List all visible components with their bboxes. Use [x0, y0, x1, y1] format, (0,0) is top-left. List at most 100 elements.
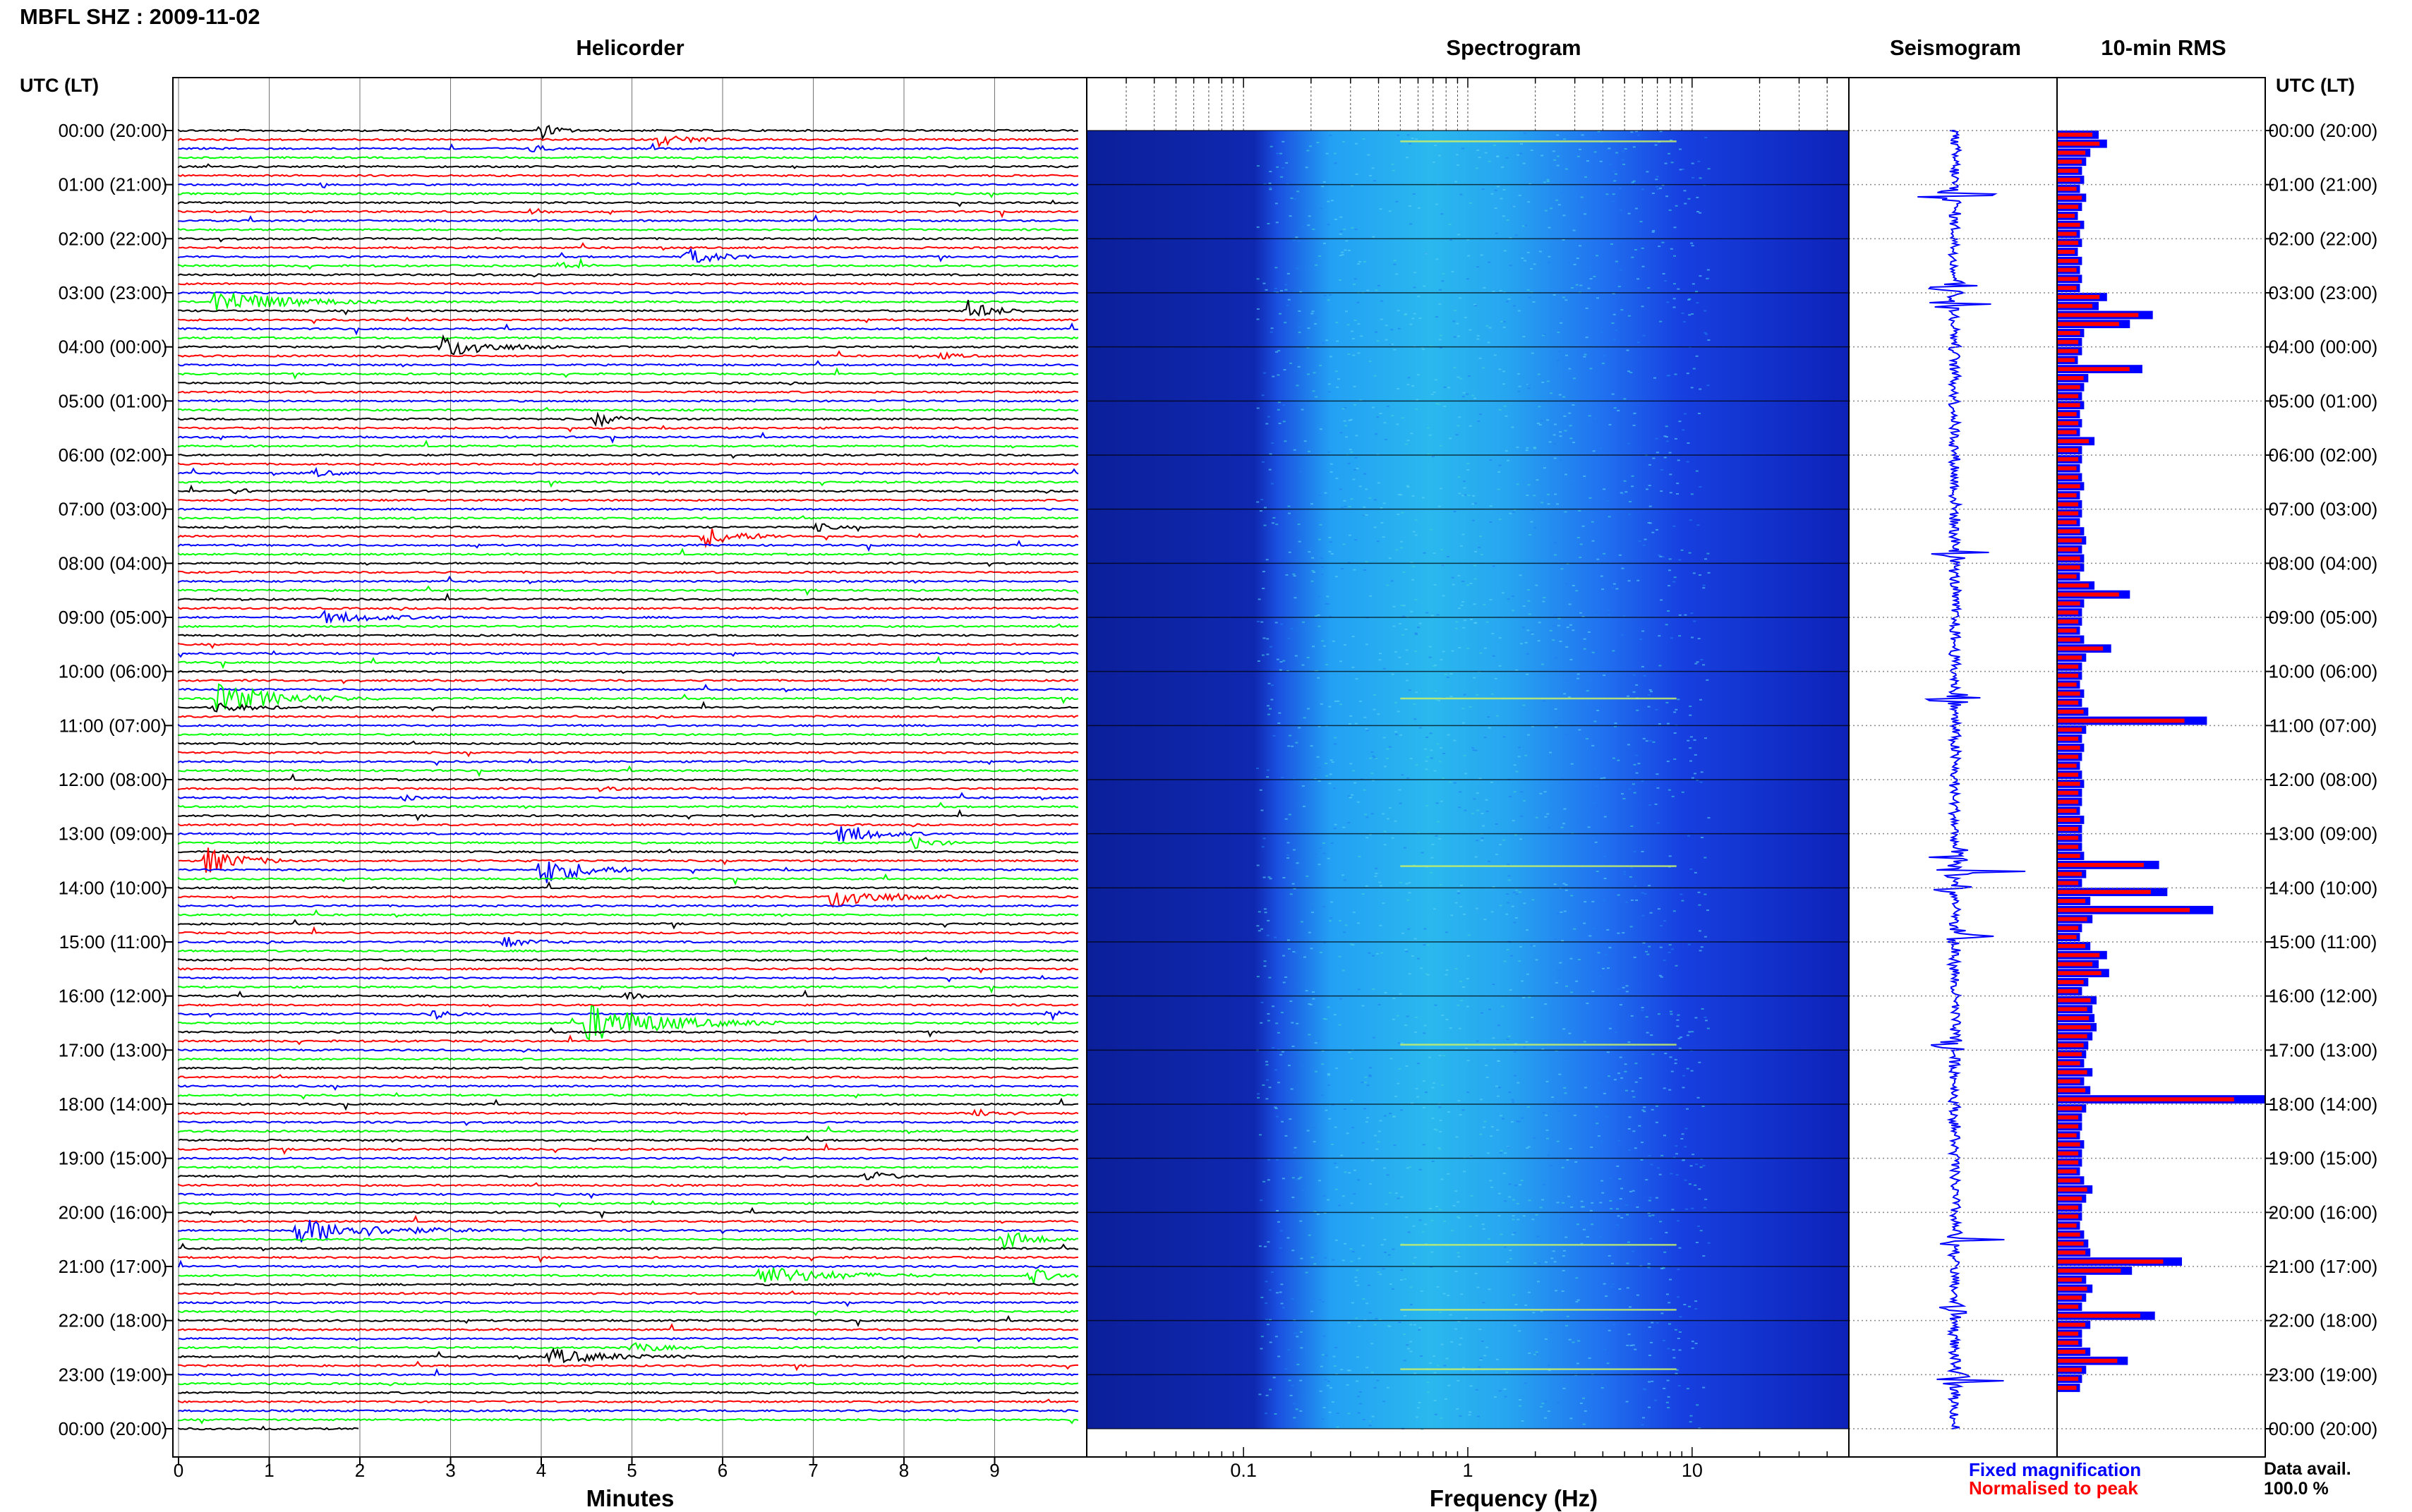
spectrogram-pixel: [1656, 452, 1659, 454]
spectrogram-pixel: [1562, 296, 1565, 298]
spectrogram-pixel: [1634, 1063, 1638, 1065]
spectrogram-pixel: [1568, 1338, 1572, 1341]
spectrogram-pixel: [1461, 1109, 1465, 1111]
helicorder-trace: [178, 528, 1079, 549]
spectrogram-pixel: [1412, 1263, 1416, 1264]
spectrogram-pixel: [1376, 540, 1380, 543]
rms-bar-normalised: [2057, 952, 2100, 957]
spectrogram-pixel: [1306, 804, 1310, 805]
helicorder-trace: [178, 1120, 1079, 1126]
spectrogram-pixel: [1439, 1131, 1442, 1132]
spectrogram-pixel: [1344, 924, 1348, 926]
spectrogram-pixel: [1462, 627, 1466, 629]
rms-bar-normalised: [2057, 186, 2077, 191]
spectrogram-pixel: [1510, 1121, 1514, 1123]
spectrogram-pixel: [1284, 1368, 1288, 1370]
spectrogram-pixel: [1382, 737, 1386, 739]
time-label-left: 08:00 (04:00): [59, 552, 168, 574]
spectrogram-pixel: [1695, 1242, 1699, 1243]
spectrogram-pixel: [1268, 976, 1272, 979]
spectrogram-pixel: [1704, 558, 1708, 560]
spectrogram-pixel: [1270, 145, 1273, 147]
spectrogram-pixel: [1322, 1195, 1326, 1197]
spectrogram-pixel: [1256, 925, 1260, 927]
spectrogram-pixel: [1280, 290, 1283, 292]
spectrogram-pixel: [1677, 1385, 1681, 1387]
spectrogram-pixel: [1288, 512, 1291, 514]
spectrogram-pixel: [1687, 442, 1690, 444]
spectrogram-pixel: [1285, 162, 1289, 164]
spectrogram-pixel: [1351, 1127, 1355, 1129]
spectrogram-pixel: [1594, 418, 1597, 420]
spectrogram-pixel: [1343, 644, 1346, 646]
spectrogram-pixel: [1471, 812, 1474, 814]
spectrogram-pixel: [1391, 163, 1394, 165]
spectrogram-pixel: [1649, 1238, 1653, 1240]
spectrogram-pixel: [1520, 815, 1524, 817]
spectrogram-pixel: [1637, 763, 1641, 765]
spectrogram-pixel: [1579, 245, 1581, 247]
spectrogram-pixel: [1388, 557, 1392, 560]
spectrogram-pixel: [1445, 1019, 1449, 1020]
spectrogram-pixel: [1415, 1088, 1418, 1089]
spectrogram-pixel: [1437, 155, 1441, 157]
spectrogram-pixel: [1466, 238, 1470, 241]
spectrogram-pixel: [1258, 1393, 1262, 1396]
spectrogram-pixel: [1341, 254, 1344, 256]
spectrogram-pixel: [1433, 1355, 1436, 1357]
spectrogram-pixel: [1574, 186, 1577, 188]
spectrogram-pixel: [1299, 1331, 1303, 1333]
spectrogram-pixel: [1469, 425, 1472, 427]
spectrogram-pixel: [1568, 368, 1572, 370]
rms-bar-normalised: [2057, 295, 2100, 299]
spectrogram-pixel: [1543, 334, 1546, 336]
helicorder-trace: [178, 350, 1079, 360]
spectrogram-pixel: [1349, 1248, 1353, 1250]
spectrogram-pixel: [1291, 1384, 1294, 1386]
spectrogram-pixel: [1578, 510, 1581, 512]
spectrogram-pixel: [1706, 679, 1709, 681]
spectrogram-pixel: [1557, 977, 1560, 979]
spectrogram-pixel: [1430, 872, 1433, 873]
spectrogram-pixel: [1593, 1212, 1596, 1214]
spectrogram-pixel: [1308, 1003, 1311, 1005]
spectrogram-pixel: [1349, 763, 1353, 765]
spectrogram-pixel: [1603, 1283, 1606, 1285]
spectrogram-pixel: [1617, 932, 1620, 934]
spectrogram-pixel: [1327, 391, 1331, 393]
spectrogram-pixel: [1667, 1396, 1670, 1398]
spectrogram-pixel: [1707, 339, 1711, 341]
spectrogram-pixel: [1537, 640, 1540, 642]
helicorder-trace: [178, 881, 1079, 890]
spectrogram-pixel: [1498, 1390, 1502, 1392]
spectrogram-pixel: [1580, 196, 1584, 198]
spectrogram-pixel: [1660, 599, 1663, 601]
spectrogram-pixel: [1452, 320, 1456, 322]
spectrogram-pixel: [1260, 1296, 1264, 1298]
spectrogram-pixel: [1289, 362, 1293, 364]
spectrogram-pixel: [1442, 778, 1445, 779]
helicorder-trace: [178, 949, 1079, 953]
spectrogram-pixel: [1454, 968, 1458, 970]
spectrogram-pixel: [1353, 284, 1356, 285]
spectrogram-pixel: [1603, 488, 1606, 490]
spectrogram-pixel: [1303, 956, 1306, 958]
spectrogram-pixel: [1299, 291, 1303, 293]
helicorder-trace: [178, 522, 1079, 533]
spectrogram-pixel: [1287, 637, 1291, 639]
spectrogram-pixel: [1546, 813, 1550, 815]
spectrogram-pixel: [1264, 912, 1267, 914]
rms-bar-normalised: [2057, 998, 2091, 1003]
spectrogram-pixel: [1555, 1050, 1558, 1052]
time-label-left: 03:00 (23:00): [59, 282, 168, 303]
spectrogram-pixel: [1399, 881, 1403, 883]
rms-bar-normalised: [2057, 727, 2082, 732]
spectrogram-pixel: [1435, 1129, 1439, 1131]
spectrogram-pixel: [1256, 165, 1260, 167]
spectrogram-pixel: [1368, 833, 1372, 835]
spectrogram-pixel: [1270, 1271, 1274, 1274]
spectrogram-pixel: [1694, 1300, 1698, 1302]
spectrogram-pixel: [1435, 403, 1439, 405]
spectrogram-pixel: [1302, 1190, 1306, 1192]
spectrogram-pixel: [1406, 486, 1410, 488]
